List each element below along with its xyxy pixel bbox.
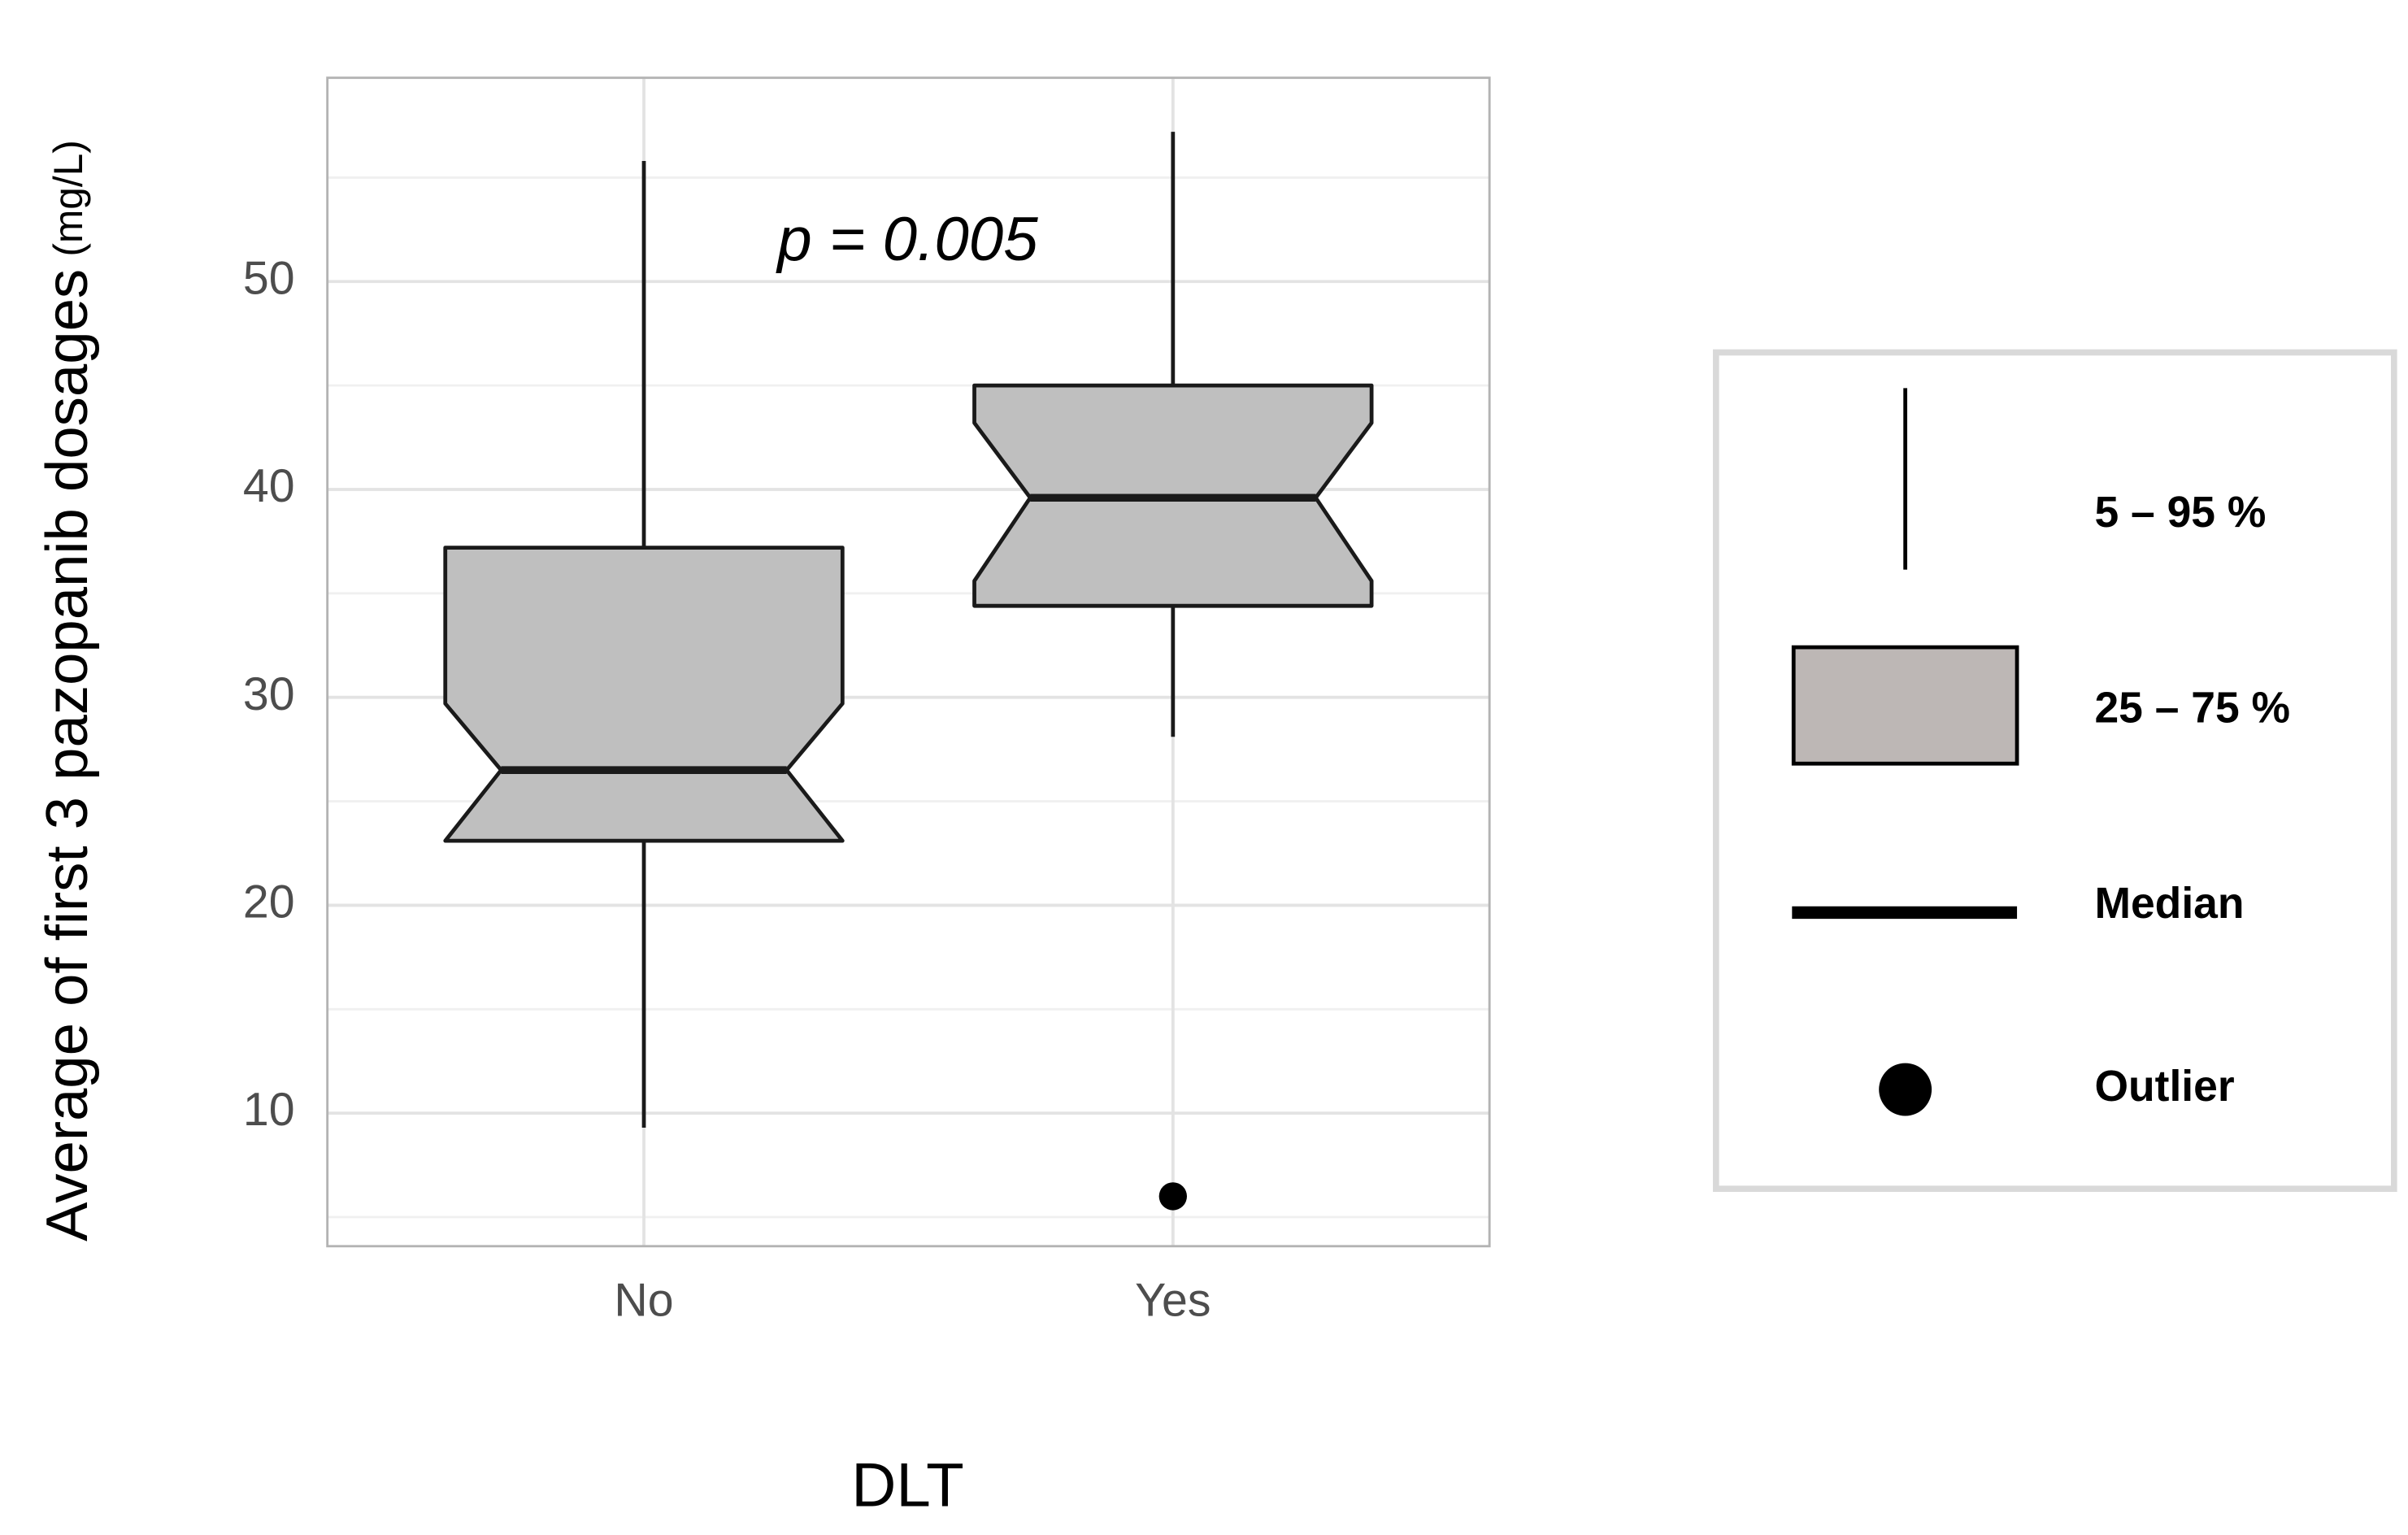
legend-frame xyxy=(1712,349,2397,1192)
box xyxy=(443,546,845,843)
legend-label: 5 – 95 % xyxy=(2094,489,2266,537)
legend-label: Median xyxy=(2094,880,2244,928)
outlier xyxy=(1158,1182,1188,1211)
x-axis-label: DLT xyxy=(851,1451,964,1520)
annotation: p = 0.005 xyxy=(776,205,1038,274)
legend-label: 25 – 75 % xyxy=(2094,684,2290,732)
x-tick-label: No xyxy=(614,1275,673,1327)
legend: 5 – 95 % 25 – 75 % Median Outlier xyxy=(1712,349,2397,1192)
plot-border xyxy=(326,76,1491,1248)
y-tick-label: 50 xyxy=(243,252,295,304)
y-tick-label: 30 xyxy=(243,668,295,720)
legend-box-icon xyxy=(1791,645,2019,766)
y-axis-unit: (mg/L) xyxy=(46,140,91,256)
y-tick-label: 10 xyxy=(243,1084,295,1136)
y-tick-label: 40 xyxy=(243,460,295,512)
x-tick-label: Yes xyxy=(1135,1275,1211,1327)
legend-label: Outlier xyxy=(2094,1063,2234,1111)
y-axis-label: Average of first 3 pazopanib dosages (mg/… xyxy=(34,140,100,1241)
y-tick-label: 20 xyxy=(243,876,295,928)
legend-outlier-icon xyxy=(1879,1063,1932,1116)
y-axis-label-text: Average of first 3 pazopanib dosages xyxy=(34,269,100,1241)
marks xyxy=(443,132,1374,1211)
